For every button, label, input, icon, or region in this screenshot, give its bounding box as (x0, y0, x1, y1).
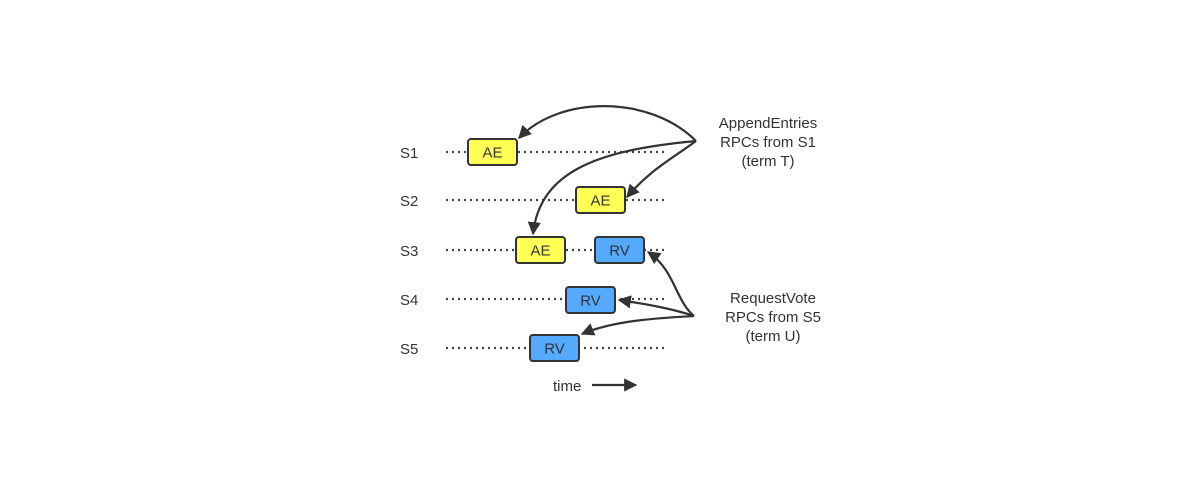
rv-arrow-to-s3 (646, 251, 695, 317)
rpc-box-label: RV (544, 341, 565, 358)
rpc-box-label: RV (609, 243, 630, 260)
request-vote-annotation: RequestVote RPCs from S5 (term U) (725, 290, 821, 345)
rpc-box-s3-rv: RV (594, 236, 645, 264)
ae-arrow-to-s3 (527, 139, 697, 236)
rpc-box-s5-rv: RV (529, 334, 580, 362)
rpc-box-label: RV (580, 293, 601, 310)
rpc-box-s1-ae: AE (467, 138, 518, 166)
annotation-line: RPCs from S1 (720, 134, 816, 151)
rv-arrow-to-s5 (580, 314, 695, 336)
rpc-box-s3-ae: AE (515, 236, 566, 264)
rpc-box-rect (515, 236, 566, 264)
rpc-box-label: AE (530, 243, 550, 260)
time-label: time (553, 378, 581, 395)
rpc-box-rect (565, 286, 616, 314)
rpc-box-label: AE (590, 193, 610, 210)
annotation-line: (term U) (746, 328, 801, 345)
annotation-line: (term T) (741, 153, 794, 170)
server-label-s3: S3 (400, 243, 418, 260)
rpc-box-s4-rv: RV (565, 286, 616, 314)
rpc-box-label: AE (482, 145, 502, 162)
rpc-box-rect (575, 186, 626, 214)
rpc-box-rect (529, 334, 580, 362)
rpc-box-rect (594, 236, 645, 264)
ae-arrow-to-s2 (626, 140, 697, 199)
annotation-line: RequestVote (730, 290, 816, 307)
server-label-s2: S2 (400, 193, 418, 210)
rpc-box-s2-ae: AE (575, 186, 626, 214)
rv-arrow-to-s4 (617, 295, 695, 318)
server-label-s1: S1 (400, 145, 418, 162)
annotation-line: AppendEntries (719, 115, 817, 132)
rpc-box-rect (467, 138, 518, 166)
server-label-s5: S5 (400, 341, 418, 358)
append-entries-annotation: AppendEntries RPCs from S1 (term T) (719, 115, 817, 170)
server-label-s4: S4 (400, 292, 418, 309)
annotation-line: RPCs from S5 (725, 309, 821, 326)
ae-arrow-to-s1 (518, 105, 697, 142)
